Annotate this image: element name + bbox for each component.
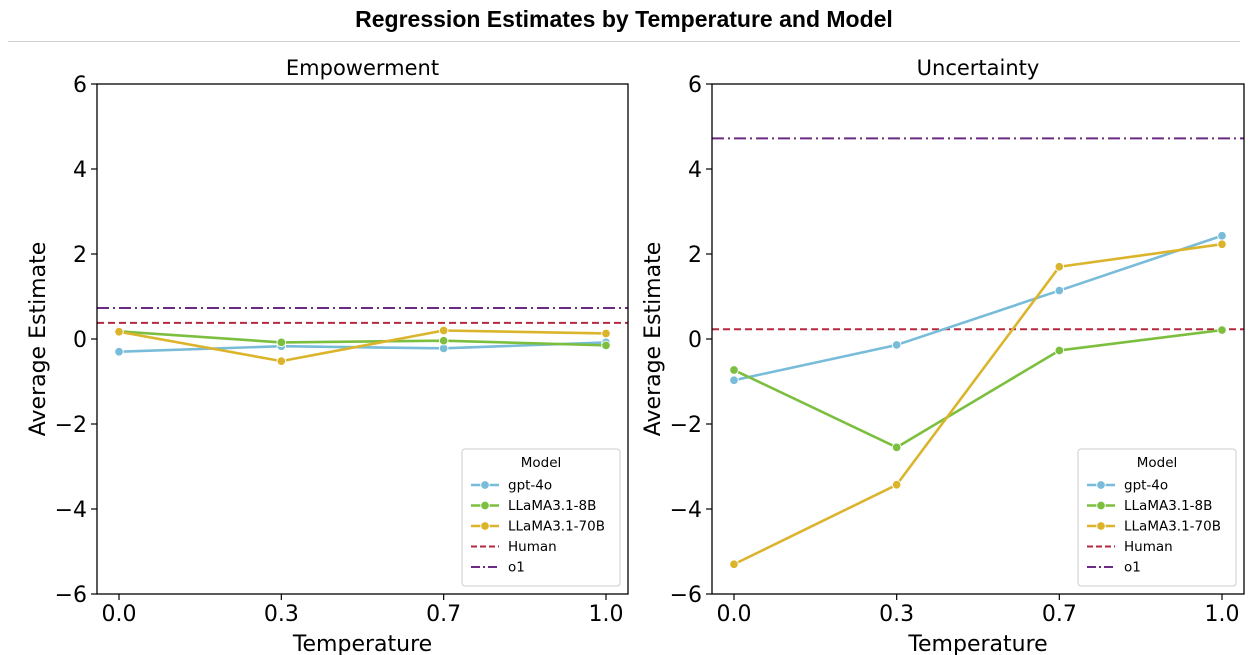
- y-tick-label: 0: [688, 328, 702, 353]
- data-point-llama3-1-70b: [276, 356, 287, 366]
- legend-marker-gpt-4o: [480, 480, 490, 490]
- y-tick-label: 2: [688, 243, 702, 268]
- legend-title: Model: [521, 455, 562, 471]
- data-point-gpt-4o: [1054, 285, 1065, 296]
- x-tick-label: 0.3: [879, 602, 914, 627]
- data-point-gpt-4o: [729, 375, 739, 385]
- x-axis-label: Temperature: [292, 632, 432, 655]
- y-tick-label: 6: [73, 73, 87, 98]
- data-point-llama3-1-8b: [276, 337, 287, 348]
- series-line-gpt-4o: [118, 341, 607, 354]
- y-tick-label: −4: [670, 498, 702, 523]
- y-tick-label: −4: [55, 498, 87, 523]
- legend-marker-llama3-1-8b: [1096, 500, 1106, 511]
- y-tick-label: −2: [55, 413, 87, 438]
- series-line-gpt-4o: [733, 234, 1223, 382]
- legend-box: [461, 448, 621, 587]
- legend-box: [1077, 448, 1237, 587]
- title-divider: [8, 41, 1240, 42]
- legend-label-llama3-1-8b: LLaMA3.1-8B: [1124, 498, 1212, 514]
- panel-title: Uncertainty: [917, 56, 1040, 80]
- y-tick-label: 2: [73, 243, 87, 268]
- data-point-llama3-1-70b: [114, 327, 124, 337]
- data-point-llama3-1-70b: [438, 325, 449, 336]
- y-tick-label: −2: [670, 413, 702, 438]
- legend-marker-llama3-1-70b: [480, 521, 490, 531]
- legend: Model gpt-4o LLaMA3.1-8B LLaMA3.1-70B Human o…: [461, 448, 621, 587]
- series-line-llama3-1-8b: [733, 328, 1223, 449]
- data-point-llama3-1-8b: [1054, 345, 1065, 356]
- x-axis-label: Temperature: [907, 632, 1047, 655]
- legend-title: Model: [1137, 455, 1178, 471]
- data-point-llama3-1-8b: [438, 335, 449, 346]
- legend-marker-gpt-4o: [1096, 480, 1106, 490]
- figure-title: Regression Estimates by Temperature and …: [355, 6, 893, 32]
- y-axis-label: Average Estimate: [26, 242, 51, 437]
- y-tick-label: −6: [670, 583, 702, 608]
- x-tick-label: 1.0: [589, 602, 624, 627]
- x-tick-label: 0.3: [264, 602, 299, 627]
- data-point-gpt-4o: [114, 347, 124, 357]
- x-tick-label: 0.7: [426, 602, 461, 627]
- legend: Model gpt-4o LLaMA3.1-8B LLaMA3.1-70B Human o…: [1077, 448, 1237, 587]
- legend-marker-llama3-1-70b: [1096, 521, 1106, 531]
- x-tick-label: 0.0: [102, 602, 137, 627]
- y-axis-label: Average Estimate: [641, 242, 666, 437]
- chart-panel-empowerment: Empowerment −6 −4 −2 0 2 4 6 0.0 0.3 0.7 1.0 Tempera…: [26, 56, 629, 655]
- data-point-llama3-1-8b: [729, 365, 739, 375]
- legend-label-llama3-1-70b: LLaMA3.1-70B: [1124, 519, 1221, 535]
- legend-label-gpt-4o: gpt-4o: [1124, 478, 1168, 494]
- data-point-llama3-1-8b: [1217, 325, 1227, 335]
- legend-label-llama3-1-70b: LLaMA3.1-70B: [508, 519, 605, 535]
- y-tick-label: 0: [73, 328, 87, 353]
- legend-marker-llama3-1-8b: [480, 500, 490, 511]
- chart-panel-uncertainty: Uncertainty −6 −4 −2 0 2 4 6 0.0 0.3 0.7 1.0 Tempera…: [641, 56, 1245, 655]
- legend-label-human: Human: [1124, 539, 1173, 555]
- y-tick-label: 4: [688, 158, 702, 183]
- y-tick-label: 4: [73, 158, 87, 183]
- series-line-llama3-1-8b: [118, 330, 607, 347]
- data-point-gpt-4o: [891, 340, 902, 350]
- panel-title: Empowerment: [286, 56, 439, 80]
- legend-label-o1: o1: [1124, 560, 1141, 576]
- data-point-llama3-1-70b: [1054, 262, 1065, 272]
- data-point-llama3-1-70b: [1217, 239, 1227, 249]
- x-tick-label: 1.0: [1205, 602, 1240, 627]
- x-tick-label: 0.0: [717, 602, 752, 627]
- data-point-gpt-4o: [1217, 230, 1227, 241]
- data-point-llama3-1-70b: [729, 559, 739, 570]
- data-point-llama3-1-8b: [891, 442, 902, 453]
- legend-label-gpt-4o: gpt-4o: [508, 478, 552, 494]
- plot-frame: [96, 83, 629, 595]
- data-point-llama3-1-8b: [601, 340, 611, 351]
- legend-label-human: Human: [508, 539, 557, 555]
- y-tick-label: −6: [55, 583, 87, 608]
- y-tick-label: 6: [688, 73, 702, 98]
- legend-label-llama3-1-8b: LLaMA3.1-8B: [508, 498, 596, 514]
- series-line-llama3-1-70b: [733, 242, 1223, 566]
- data-point-llama3-1-70b: [601, 328, 611, 339]
- legend-label-o1: o1: [508, 560, 525, 576]
- series-line-llama3-1-70b: [118, 329, 607, 363]
- data-point-llama3-1-70b: [891, 480, 902, 490]
- plot-frame: [711, 83, 1245, 595]
- x-tick-label: 0.7: [1042, 602, 1077, 627]
